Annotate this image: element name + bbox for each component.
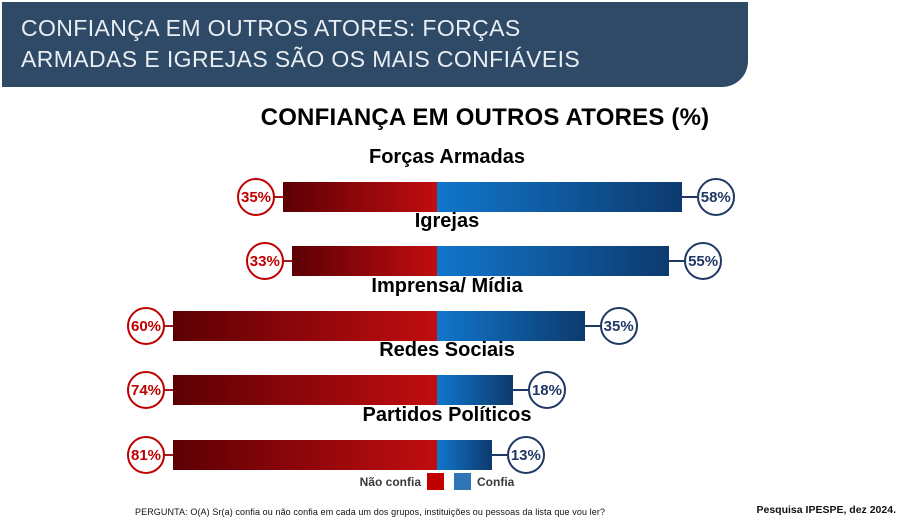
bar-confia xyxy=(437,182,682,212)
bar-confia xyxy=(437,375,513,405)
category-label: Redes Sociais xyxy=(379,339,515,361)
footer-source: Pesquisa IPESPE, dez 2024. xyxy=(756,504,897,516)
legend-swatch-confia xyxy=(454,473,471,490)
category-label: Forças Armadas xyxy=(369,146,525,168)
chart-title: CONFIANÇA EM OUTROS ATORES (%) xyxy=(260,104,710,131)
slide-title-line2: ARMADAS E IGREJAS SÃO OS MAIS CONFIÁVEIS xyxy=(21,46,581,72)
value-badge-nao-confia: 35% xyxy=(237,178,275,216)
value-badge-confia: 58% xyxy=(696,178,735,216)
value-badge-confia: 35% xyxy=(599,307,638,345)
value-badge-confia: 55% xyxy=(684,242,723,280)
value-badge-nao-confia: 74% xyxy=(127,371,165,409)
bar-nao-confia xyxy=(173,375,437,405)
bar-nao-confia xyxy=(283,182,437,212)
bar-confia xyxy=(437,246,670,276)
category-label: Partidos Políticos xyxy=(362,404,532,426)
value-badge-confia: 18% xyxy=(527,371,566,409)
legend-label-confia: Confia xyxy=(477,474,515,489)
legend: Não confia Confia xyxy=(0,473,874,490)
header-banner: CONFIANÇA EM OUTROS ATORES: FORÇAS ARMAD… xyxy=(2,2,748,87)
bar-confia xyxy=(437,440,492,470)
value-badge-confia: 13% xyxy=(506,436,545,474)
value-badge-nao-confia: 81% xyxy=(127,436,165,474)
bar-nao-confia xyxy=(173,440,437,470)
legend-label-nao-confia: Não confia xyxy=(359,474,421,489)
category-label: Igrejas xyxy=(414,210,480,232)
value-badge-nao-confia: 33% xyxy=(245,242,284,280)
category-label: Imprensa/ Mídia xyxy=(371,275,523,297)
slide-title-line1: CONFIANÇA EM OUTROS ATORES: FORÇAS xyxy=(21,15,521,41)
bar-confia xyxy=(437,311,585,341)
value-badge-nao-confia: 60% xyxy=(127,307,165,345)
bar-nao-confia xyxy=(291,246,437,276)
legend-swatch-nao-confia xyxy=(427,473,444,490)
footer-question: PERGUNTA: O(A) Sr(a) confia ou não confi… xyxy=(135,507,606,517)
bar-nao-confia xyxy=(173,311,437,341)
